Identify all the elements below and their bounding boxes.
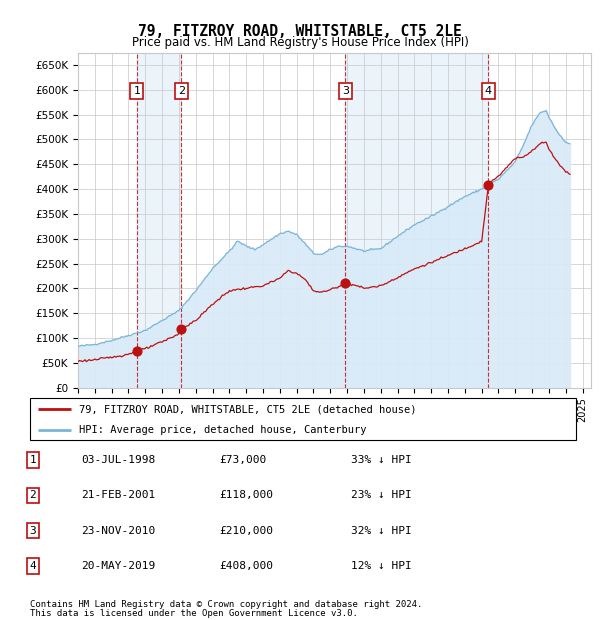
Text: This data is licensed under the Open Government Licence v3.0.: This data is licensed under the Open Gov… [30, 608, 358, 618]
Text: 33% ↓ HPI: 33% ↓ HPI [351, 455, 412, 465]
FancyBboxPatch shape [30, 398, 576, 440]
Text: £210,000: £210,000 [219, 526, 273, 536]
Text: 23-NOV-2010: 23-NOV-2010 [81, 526, 155, 536]
Text: £73,000: £73,000 [219, 455, 266, 465]
Bar [346, 53, 488, 388]
Text: Price paid vs. HM Land Registry's House Price Index (HPI): Price paid vs. HM Land Registry's House … [131, 36, 469, 49]
Text: 1: 1 [133, 86, 140, 96]
Text: 20-MAY-2019: 20-MAY-2019 [81, 561, 155, 571]
Text: 4: 4 [29, 561, 37, 571]
Text: 21-FEB-2001: 21-FEB-2001 [81, 490, 155, 500]
Point [341, 278, 350, 288]
Text: 2: 2 [29, 490, 37, 500]
Text: 23% ↓ HPI: 23% ↓ HPI [351, 490, 412, 500]
Point [132, 347, 142, 356]
Bar [137, 53, 181, 388]
Text: £118,000: £118,000 [219, 490, 273, 500]
Text: Contains HM Land Registry data © Crown copyright and database right 2024.: Contains HM Land Registry data © Crown c… [30, 600, 422, 609]
Text: 79, FITZROY ROAD, WHITSTABLE, CT5 2LE: 79, FITZROY ROAD, WHITSTABLE, CT5 2LE [138, 24, 462, 38]
Text: 3: 3 [342, 86, 349, 96]
Text: 2: 2 [178, 86, 185, 96]
Point [484, 180, 493, 190]
Text: 79, FITZROY ROAD, WHITSTABLE, CT5 2LE (detached house): 79, FITZROY ROAD, WHITSTABLE, CT5 2LE (d… [79, 404, 416, 414]
Point [176, 324, 186, 334]
Text: 4: 4 [485, 86, 492, 96]
Text: 12% ↓ HPI: 12% ↓ HPI [351, 561, 412, 571]
Text: HPI: Average price, detached house, Canterbury: HPI: Average price, detached house, Cant… [79, 425, 367, 435]
Text: £408,000: £408,000 [219, 561, 273, 571]
Text: 32% ↓ HPI: 32% ↓ HPI [351, 526, 412, 536]
Text: 03-JUL-1998: 03-JUL-1998 [81, 455, 155, 465]
Text: 1: 1 [29, 455, 37, 465]
Text: 3: 3 [29, 526, 37, 536]
